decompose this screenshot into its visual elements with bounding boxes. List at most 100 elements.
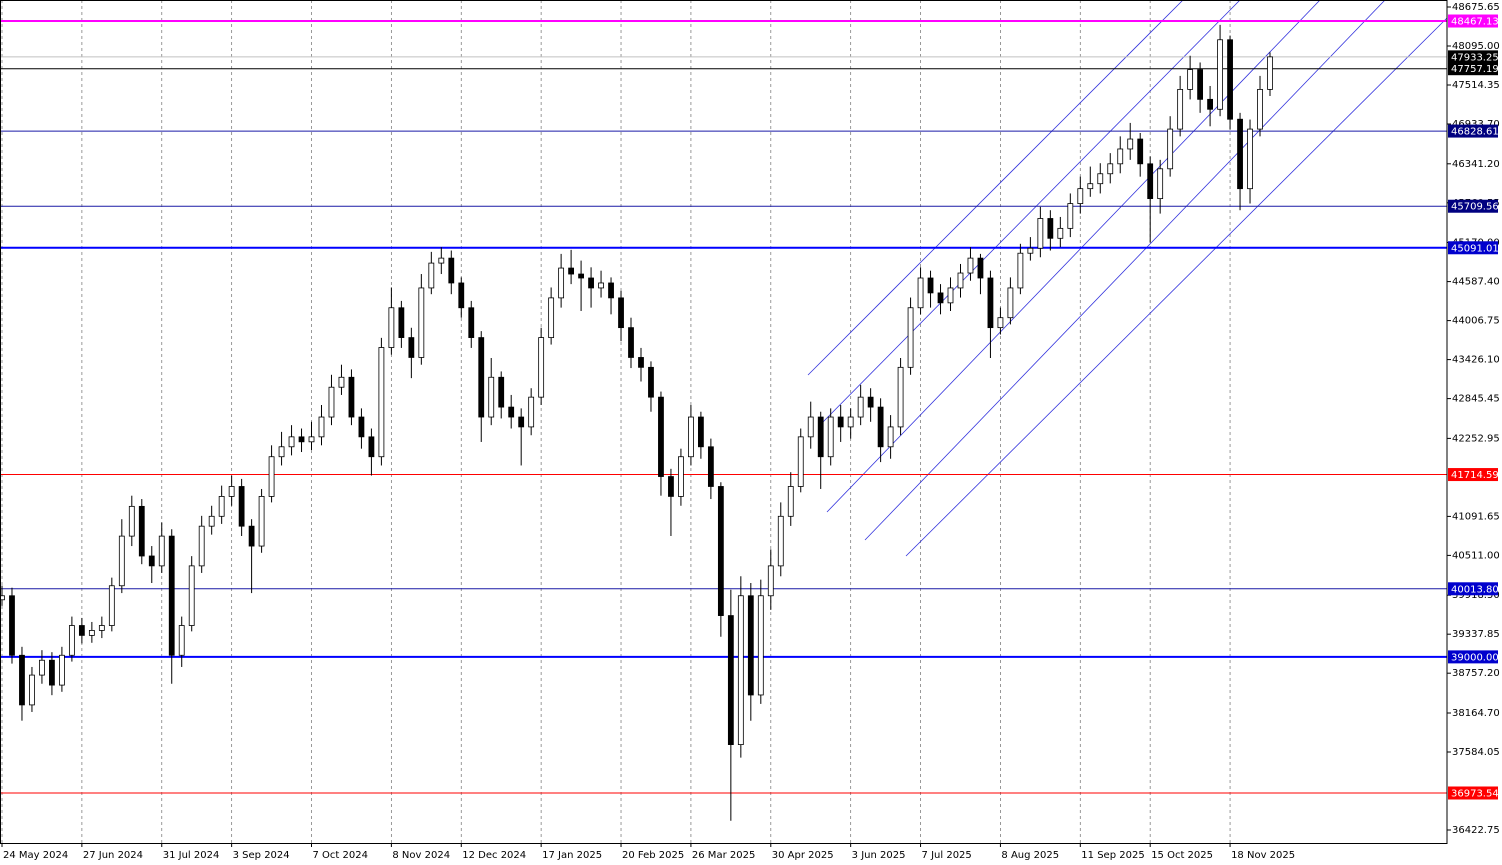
channel-line [807,0,1184,376]
y-tick-label: 37584.05 [1452,747,1500,758]
candle-body [298,436,305,443]
candle-body [727,615,734,746]
candle-body [897,366,904,428]
candle-body [987,277,994,329]
channel-line [819,0,1241,426]
grid [1,0,1231,843]
level-label: 40013.80 [1451,584,1499,595]
candle-body [138,505,145,557]
candle-body [947,287,954,304]
candle-body [678,456,684,497]
candle-body [308,436,315,443]
candle-body [1207,98,1213,110]
candle-body [588,277,594,289]
candle-body [498,376,505,408]
candle-body [368,436,375,458]
level-label: 45091.01 [1451,243,1499,254]
candle-body [518,416,525,428]
candle-body [937,292,944,304]
y-tick-label: 41091.65 [1452,511,1500,522]
level-label: 48467.13 [1451,17,1499,28]
channel-line [864,0,1386,541]
candle-body [837,416,844,428]
candle-body [578,273,584,279]
x-tick-label: 20 Feb 2025 [622,850,684,861]
candle-body [548,297,555,338]
candle-body [697,416,704,448]
y-tick-label: 48675.65 [1452,2,1500,13]
candle-body [757,595,764,696]
candle-body [408,337,415,358]
candle-body [558,267,565,299]
candle-body [238,486,245,527]
candle-body [877,406,884,448]
candle-body [1247,128,1253,190]
y-tick-label: 36422.75 [1452,825,1500,836]
candle-body [1017,252,1024,289]
candle-body [468,307,475,338]
candle-body [68,625,75,656]
candle-body [128,505,135,537]
candle-body [108,585,115,626]
candle-body [847,416,854,428]
level-label-box [1448,468,1498,482]
candle-body [528,396,535,428]
y-tick-label: 48095.00 [1452,41,1500,52]
candle-body [1137,138,1144,165]
candle-body [248,525,255,547]
candle-body [1117,148,1124,165]
candle-body [188,565,195,626]
y-tick-label: 38757.20 [1452,668,1500,679]
candle-body [598,282,604,289]
candle-body [228,486,235,497]
candle-body [1197,69,1204,100]
x-tick-label: 8 Aug 2025 [1001,850,1059,861]
x-tick-label: 3 Jun 2025 [852,850,906,861]
candle-body [638,357,644,368]
level-label-box [1448,199,1498,213]
candle-body [1167,128,1174,170]
candle-body [747,595,754,696]
candle-body [458,282,465,309]
candle-body [378,347,385,458]
y-tick-label: 46933.70 [1452,119,1500,130]
candle-body [78,625,85,636]
candle-body [49,659,55,686]
candle-body [618,297,624,329]
level-label-box [1448,62,1498,76]
y-tick-label: 39918.50 [1452,590,1500,601]
y-tick-label: 46341.20 [1452,159,1500,170]
x-tick-label: 3 Sep 2024 [233,850,290,861]
candle-body [628,327,634,358]
price-channel [807,0,1448,557]
candle-body [1097,173,1104,185]
candle-body [218,496,225,517]
channel-line [905,17,1448,557]
level-label-box [1448,50,1498,64]
candle-body [1057,227,1064,239]
x-tick-label: 11 Sep 2025 [1081,850,1144,861]
candle-body [19,654,25,706]
y-tick-label: 38164.70 [1452,708,1500,719]
candle-body [338,376,345,388]
y-tick-label: 42252.95 [1452,433,1500,444]
level-label-box [1448,582,1498,596]
candle-body [927,277,934,294]
x-tick-label: 26 Mar 2025 [692,850,755,861]
candle-body [388,307,395,348]
candle-body [1047,218,1054,239]
x-tick-label: 7 Jul 2025 [922,850,972,861]
level-label: 45709.56 [1451,202,1499,213]
candle-body [608,282,614,299]
x-tick-label: 27 Jun 2024 [83,850,143,861]
x-tick-label: 18 Nov 2025 [1231,850,1295,861]
candle-body [907,307,914,368]
x-tick-label: 17 Jan 2025 [542,850,602,861]
candle-body [1067,203,1074,229]
candle-body [997,317,1004,329]
candle-body [787,486,794,517]
candle-body [797,436,804,487]
